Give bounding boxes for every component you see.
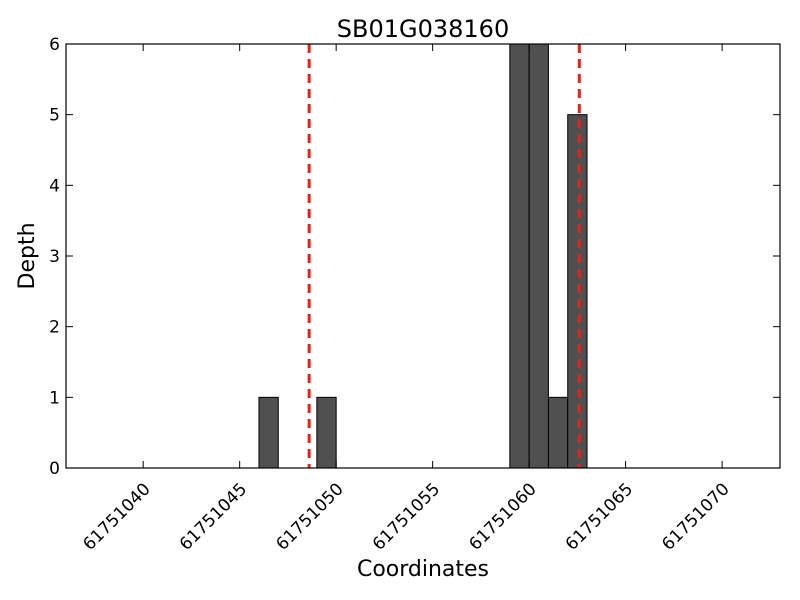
y-tick-label-0: 0 xyxy=(49,459,60,479)
x-tick-label-5: 61751065 xyxy=(562,479,637,554)
chart-title: SB01G038160 xyxy=(337,15,509,43)
bar-4 xyxy=(547,396,569,469)
x-tick-label-2: 61751050 xyxy=(272,479,347,554)
y-axis: 0 1 2 3 4 5 6 xyxy=(49,35,780,479)
x-tick-label-3: 61751055 xyxy=(369,479,444,554)
x-axis: 61751040 61751045 61751050 61751055 61751060… xyxy=(79,44,734,555)
bar-3 xyxy=(528,43,549,469)
x-tick-label-4: 61751060 xyxy=(465,479,540,554)
y-tick-label-5: 5 xyxy=(49,106,60,126)
y-tick-label-1: 1 xyxy=(49,388,60,408)
bar-2 xyxy=(509,43,530,469)
bar-5 xyxy=(567,114,588,469)
y-tick-label-2: 2 xyxy=(49,318,60,338)
marker-lines-layer xyxy=(307,44,581,468)
bar-1 xyxy=(316,396,337,469)
x-tick-label-6: 61751070 xyxy=(658,479,733,554)
x-axis-title: Coordinates xyxy=(357,557,489,582)
y-tick-label-3: 3 xyxy=(49,247,60,267)
bars-layer xyxy=(258,43,588,469)
plot-frame xyxy=(65,43,781,469)
y-tick-label-6: 6 xyxy=(49,35,60,55)
bar-0 xyxy=(258,396,279,469)
y-axis-title: Depth xyxy=(15,222,40,289)
x-tick-label-1: 61751045 xyxy=(176,479,251,554)
y-tick-label-4: 4 xyxy=(49,176,60,196)
x-tick-label-0: 61751040 xyxy=(79,479,154,554)
